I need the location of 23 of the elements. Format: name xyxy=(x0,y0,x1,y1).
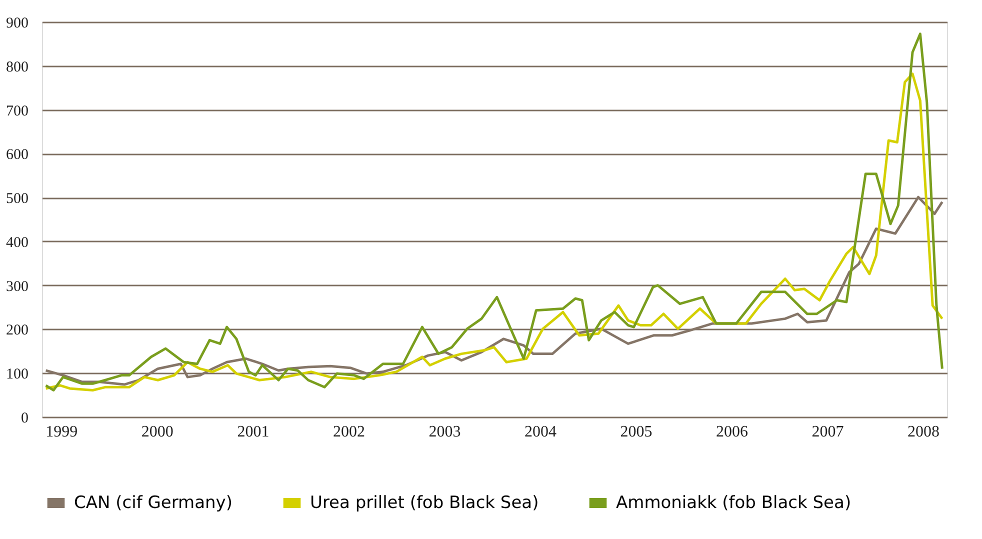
y-tick-label: 800 xyxy=(6,59,28,76)
x-tick-label: 2005 xyxy=(620,424,652,440)
x-tick-label: 2008 xyxy=(908,424,940,440)
x-tick-label: 2004 xyxy=(524,424,556,440)
x-tick-label: 2007 xyxy=(812,424,844,440)
x-tick-label: 2002 xyxy=(332,424,365,440)
y-tick-label: 600 xyxy=(6,147,28,164)
legend-label: CAN (cif Germany) xyxy=(74,493,232,513)
y-tick-label: 0 xyxy=(21,410,28,426)
x-tick-label: 2001 xyxy=(237,424,270,440)
y-tick-label: 400 xyxy=(6,234,28,251)
y-tick-label: 300 xyxy=(6,278,28,295)
legend-label: Ammoniakk (fob Black Sea) xyxy=(616,493,852,513)
x-tick-label: 2003 xyxy=(428,424,461,440)
legend-label: Urea prillet (fob Black Sea) xyxy=(310,493,539,513)
y-tick-label: 700 xyxy=(6,103,28,120)
x-tick-label: 2006 xyxy=(716,424,748,440)
x-tick-label: 1999 xyxy=(46,424,78,440)
x-tick-label: 2000 xyxy=(141,424,174,440)
y-tick-label: 200 xyxy=(6,322,28,339)
y-tick-label: 500 xyxy=(6,191,28,208)
y-tick-label: 900 xyxy=(6,16,28,32)
y-tick-label: 100 xyxy=(6,366,28,383)
